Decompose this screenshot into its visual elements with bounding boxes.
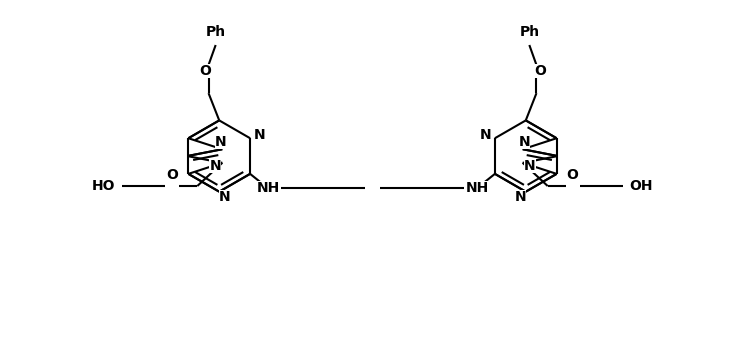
Text: Ph: Ph (206, 25, 226, 39)
Text: N: N (514, 190, 526, 205)
Text: O: O (166, 168, 178, 182)
Text: O: O (199, 64, 211, 78)
Text: N: N (253, 128, 265, 142)
Text: HO: HO (92, 179, 115, 193)
Text: Ph: Ph (519, 25, 539, 39)
Text: NH: NH (256, 181, 279, 195)
Text: N: N (519, 135, 530, 149)
Text: N: N (215, 135, 226, 149)
Text: O: O (534, 64, 546, 78)
Text: N: N (480, 128, 492, 142)
Text: NH: NH (466, 181, 489, 195)
Text: N: N (209, 159, 221, 173)
Text: OH: OH (630, 179, 653, 193)
Text: N: N (219, 190, 231, 205)
Text: N: N (524, 159, 536, 173)
Text: O: O (567, 168, 579, 182)
